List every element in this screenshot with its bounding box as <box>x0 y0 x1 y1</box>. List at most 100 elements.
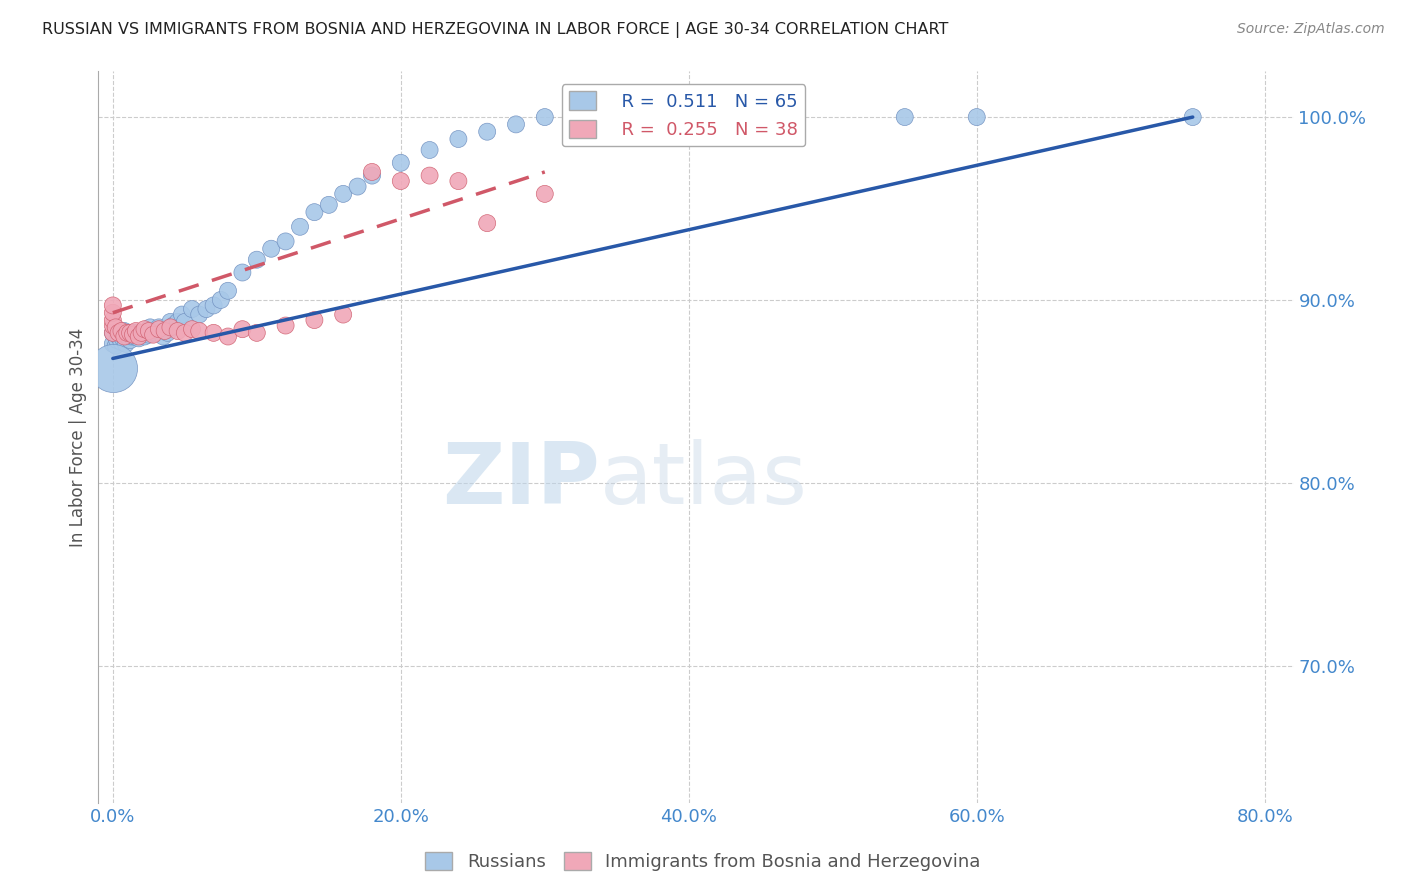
Point <box>148 320 170 334</box>
Point <box>120 333 142 347</box>
Point <box>110 334 132 349</box>
Point <box>131 326 153 340</box>
Point <box>138 324 160 338</box>
Point <box>304 205 326 219</box>
Point <box>166 315 188 329</box>
Point <box>477 216 499 230</box>
Point <box>104 320 127 334</box>
Point <box>893 110 915 124</box>
Point <box>533 186 555 201</box>
Y-axis label: In Labor Force | Age 30-34: In Labor Force | Age 30-34 <box>69 327 87 547</box>
Point <box>419 143 441 157</box>
Point <box>447 132 470 146</box>
Point <box>606 110 628 124</box>
Point <box>966 110 988 124</box>
Point <box>361 169 384 183</box>
Legend: Russians, Immigrants from Bosnia and Herzegovina: Russians, Immigrants from Bosnia and Her… <box>418 845 988 879</box>
Point <box>128 329 150 343</box>
Point <box>288 219 311 234</box>
Point <box>139 320 162 334</box>
Point <box>122 327 145 342</box>
Point <box>131 326 153 340</box>
Point <box>1181 110 1204 124</box>
Point <box>101 318 124 333</box>
Point <box>145 326 167 340</box>
Point <box>108 326 131 340</box>
Point <box>195 301 218 316</box>
Point <box>162 318 184 333</box>
Point <box>148 322 170 336</box>
Point <box>477 125 499 139</box>
Point <box>122 326 145 340</box>
Point <box>246 252 269 267</box>
Point <box>101 326 124 340</box>
Point <box>101 313 124 327</box>
Point <box>188 308 211 322</box>
Point <box>361 165 384 179</box>
Point <box>389 174 412 188</box>
Text: Source: ZipAtlas.com: Source: ZipAtlas.com <box>1237 22 1385 37</box>
Point <box>447 174 470 188</box>
Point <box>188 324 211 338</box>
Point <box>136 324 159 338</box>
Point <box>112 329 135 343</box>
Point <box>124 329 146 343</box>
Point <box>112 324 135 338</box>
Point <box>217 329 239 343</box>
Text: atlas: atlas <box>600 440 808 523</box>
Point <box>274 235 297 249</box>
Point <box>115 326 138 340</box>
Point <box>125 324 148 338</box>
Legend:   R =  0.511   N = 65,   R =  0.255   N = 38: R = 0.511 N = 65, R = 0.255 N = 38 <box>561 84 806 146</box>
Point <box>134 329 156 343</box>
Point <box>107 329 129 343</box>
Point <box>110 324 132 338</box>
Point <box>101 298 124 312</box>
Point <box>533 110 555 124</box>
Point <box>121 329 143 343</box>
Point <box>706 110 728 124</box>
Point <box>101 326 124 340</box>
Point <box>125 326 148 340</box>
Point <box>505 117 527 131</box>
Point <box>173 326 195 340</box>
Point <box>231 265 253 279</box>
Point <box>101 360 124 375</box>
Point <box>120 326 142 340</box>
Point <box>181 322 204 336</box>
Point <box>318 198 340 212</box>
Point <box>749 110 772 124</box>
Text: RUSSIAN VS IMMIGRANTS FROM BOSNIA AND HERZEGOVINA IN LABOR FORCE | AGE 30-34 COR: RUSSIAN VS IMMIGRANTS FROM BOSNIA AND HE… <box>42 22 949 38</box>
Point <box>648 110 671 124</box>
Point <box>107 326 129 340</box>
Point <box>274 318 297 333</box>
Point <box>128 331 150 345</box>
Point <box>304 313 326 327</box>
Point <box>159 320 181 334</box>
Point <box>134 322 156 336</box>
Point <box>159 315 181 329</box>
Point <box>142 327 165 342</box>
Point <box>166 324 188 338</box>
Point <box>202 326 225 340</box>
Point <box>346 179 368 194</box>
Point <box>111 331 134 345</box>
Point <box>332 308 354 322</box>
Point <box>562 110 585 124</box>
Point <box>104 338 127 352</box>
Point <box>118 326 141 340</box>
Point <box>170 308 193 322</box>
Point <box>246 326 269 340</box>
Point <box>142 326 165 340</box>
Point <box>209 293 232 307</box>
Point <box>153 324 176 338</box>
Point <box>114 336 136 351</box>
Point <box>678 110 700 124</box>
Point <box>181 301 204 316</box>
Point <box>105 333 128 347</box>
Point <box>173 315 195 329</box>
Text: ZIP: ZIP <box>443 440 600 523</box>
Point <box>101 336 124 351</box>
Point <box>419 169 441 183</box>
Point <box>202 298 225 312</box>
